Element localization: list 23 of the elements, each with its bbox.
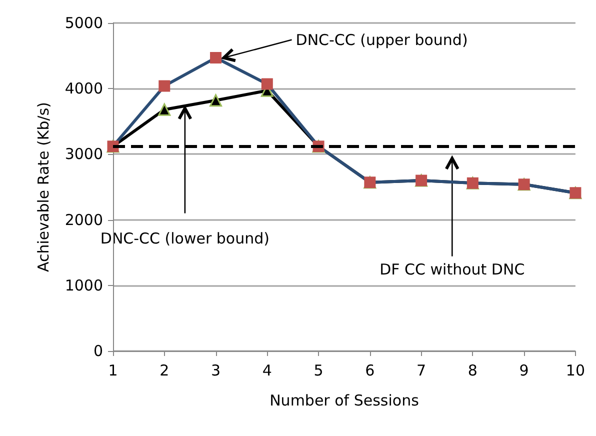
ref-line-label: DF CC without DNC (380, 260, 525, 278)
x-tick-label: 2 (160, 362, 170, 380)
x-tick-label: 4 (262, 362, 272, 380)
y-tick-label: 3000 (64, 145, 103, 164)
y-tick-label: 2000 (64, 210, 103, 229)
annotation: DNC-CC (upper bound) (296, 30, 468, 49)
x-tick-label: 8 (468, 362, 478, 380)
x-tick-label: 7 (416, 362, 426, 380)
point (210, 94, 222, 107)
x-tick-label: 10 (566, 362, 586, 380)
y-tick-label: 1000 (64, 276, 103, 294)
x-axis-title: Number of Sessions (270, 392, 420, 410)
y-axis-title: Achievable Rate (Kb/s) (34, 102, 52, 272)
x-tick-label: 6 (365, 362, 375, 380)
x-tick-label: 9 (519, 362, 529, 380)
y-tick-label: 0 (93, 342, 103, 360)
x-tick-label: 5 (314, 362, 324, 380)
point (158, 103, 171, 116)
y-tick-label: 5000 (64, 14, 103, 32)
annotation: DNC-CC (lower bound) (100, 229, 270, 248)
y-tick-label: 4000 (64, 80, 103, 98)
x-tick-label: 1 (108, 362, 118, 380)
x-tick-label: 3 (210, 362, 221, 380)
